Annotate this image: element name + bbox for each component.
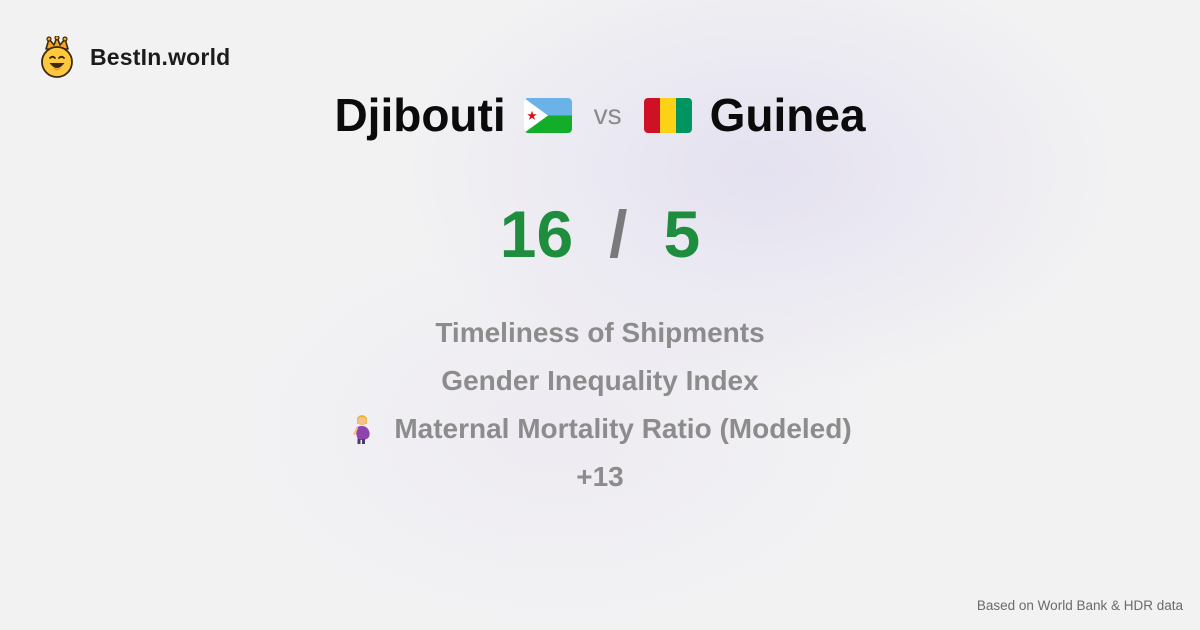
score: 16 / 5 [0, 196, 1200, 272]
metrics-list: Timeliness of Shipments Gender Inequalit… [0, 316, 1200, 493]
more-metrics-count[interactable]: +13 [576, 461, 624, 492]
djibouti-flag-icon [523, 97, 572, 133]
metric-label: Gender Inequality Index [441, 365, 759, 396]
metric-label: Timeliness of Shipments [435, 317, 765, 348]
data-source-note: Based on World Bank & HDR data [976, 598, 1183, 613]
metric-item[interactable]: Timeliness of Shipments [435, 316, 764, 349]
metric-item[interactable]: Gender Inequality Index [441, 364, 758, 397]
brand-name: BestIn.world [90, 43, 231, 70]
vs-label: vs [593, 99, 622, 130]
comparison-title: Djibouti vs Guinea [0, 88, 1200, 142]
right-score: 5 [663, 197, 701, 271]
smiling-crown-face-icon [41, 36, 73, 78]
brand[interactable]: BestIn.world [38, 36, 230, 78]
score-separator: / [609, 197, 628, 271]
metric-item[interactable]: Maternal Mortality Ratio (Modeled) [348, 412, 852, 445]
metric-label: Maternal Mortality Ratio (Modeled) [394, 413, 852, 444]
guinea-flag-icon [643, 97, 692, 133]
left-score: 16 [499, 197, 574, 271]
right-country-name[interactable]: Guinea [709, 89, 866, 141]
pregnant-woman-icon [353, 414, 370, 444]
left-country-name[interactable]: Djibouti [334, 89, 506, 141]
